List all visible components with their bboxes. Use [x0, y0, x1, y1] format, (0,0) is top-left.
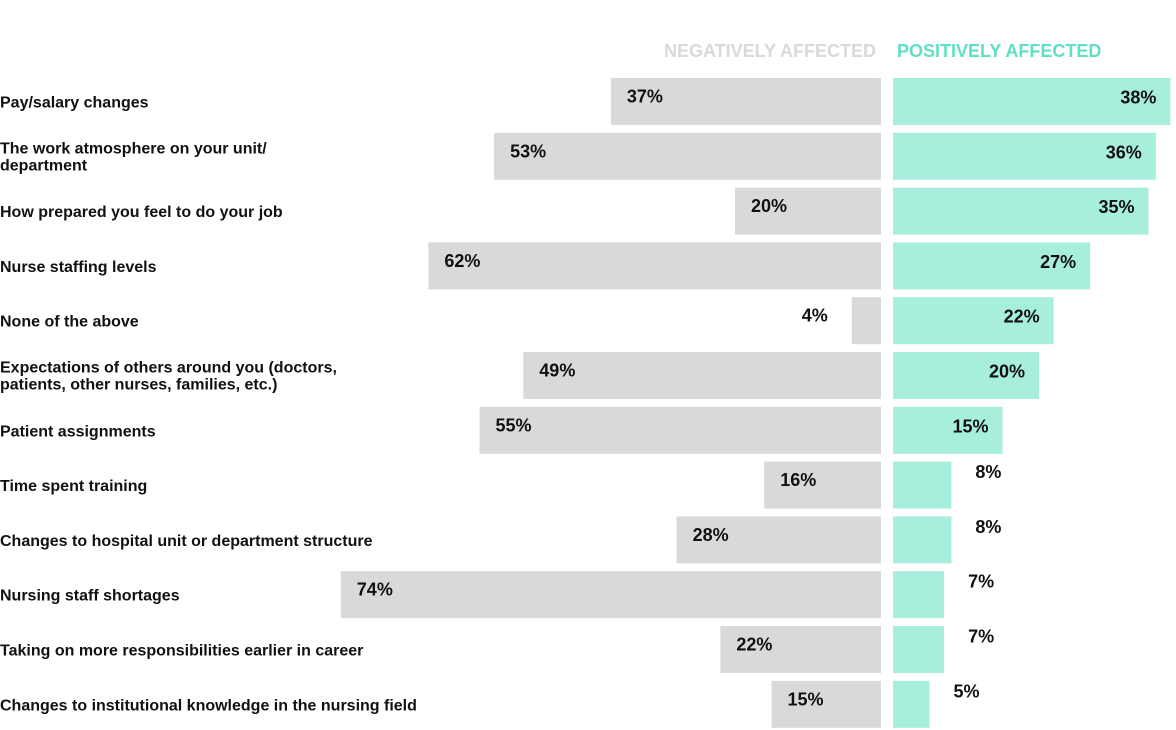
bar-positive — [893, 132, 1156, 180]
bar-negative — [523, 352, 881, 399]
category-label: Expectations of others around you (docto… — [0, 360, 337, 394]
value-label-negative: 15% — [788, 689, 824, 709]
value-label-positive: 22% — [1004, 307, 1040, 327]
bar-positive — [893, 187, 1149, 235]
bar-positive — [893, 626, 945, 673]
bar-negative — [735, 187, 881, 235]
value-label-positive: 15% — [952, 416, 988, 436]
category-label: Taking on more responsibilities earlier … — [0, 643, 363, 660]
value-label-negative: 20% — [751, 196, 787, 216]
bar-negative — [676, 516, 881, 564]
value-label-negative: 16% — [780, 470, 816, 490]
value-label-negative: 28% — [693, 525, 729, 545]
category-label: Time spent training — [0, 478, 147, 495]
bar-negative — [340, 571, 881, 619]
category-label: Nurse staffing levels — [0, 259, 157, 276]
value-label-negative: 49% — [539, 361, 575, 381]
bar-positive — [893, 297, 1054, 345]
value-label-negative: 74% — [357, 580, 393, 600]
value-label-positive: 7% — [968, 627, 994, 647]
bar-negative — [494, 132, 881, 180]
category-label: How prepared you feel to do your job — [0, 204, 283, 221]
value-label-positive: 8% — [975, 517, 1001, 537]
category-label: Changes to institutional knowledge in th… — [0, 697, 417, 714]
value-label-negative: 53% — [510, 141, 546, 161]
bar-negative — [764, 461, 881, 509]
bar-negative — [428, 242, 881, 290]
legend-positive: POSITIVELY AFFECTED — [897, 41, 1101, 61]
legend-negative: NEGATIVELY AFFECTED — [664, 41, 876, 61]
value-label-positive: 35% — [1098, 197, 1134, 217]
bar-negative — [479, 406, 881, 454]
bar-negative — [771, 680, 881, 728]
bar-negative — [851, 297, 881, 345]
value-label-positive: 20% — [989, 362, 1025, 382]
bar-positive — [893, 406, 1003, 454]
category-label: The work atmosphere on your unit/departm… — [0, 140, 267, 174]
bar-negative — [720, 626, 881, 673]
value-label-positive: 7% — [968, 572, 994, 592]
bar-positive — [893, 352, 1039, 399]
bar-positive — [893, 516, 952, 564]
category-label: Patient assignments — [0, 423, 156, 440]
value-label-negative: 22% — [736, 635, 772, 655]
value-label-positive: 5% — [954, 681, 980, 701]
value-label-negative: 55% — [496, 415, 532, 435]
category-label: Changes to hospital unit or department s… — [0, 533, 373, 550]
bar-positive — [893, 78, 1171, 125]
value-label-positive: 8% — [975, 462, 1001, 482]
category-label: Nursing staff shortages — [0, 588, 180, 605]
bar-negative — [610, 78, 881, 125]
category-label: Pay/salary changes — [0, 95, 149, 112]
value-label-positive: 36% — [1106, 142, 1142, 162]
bar-positive — [893, 461, 952, 509]
bar-positive — [893, 571, 945, 619]
value-label-positive: 27% — [1040, 252, 1076, 272]
category-label: None of the above — [0, 314, 139, 331]
bar-positive — [893, 242, 1091, 290]
value-label-negative: 62% — [444, 251, 480, 271]
value-label-negative: 37% — [627, 87, 663, 107]
value-label-positive: 38% — [1120, 88, 1156, 108]
value-label-negative: 4% — [802, 306, 828, 326]
bar-positive — [893, 680, 930, 728]
